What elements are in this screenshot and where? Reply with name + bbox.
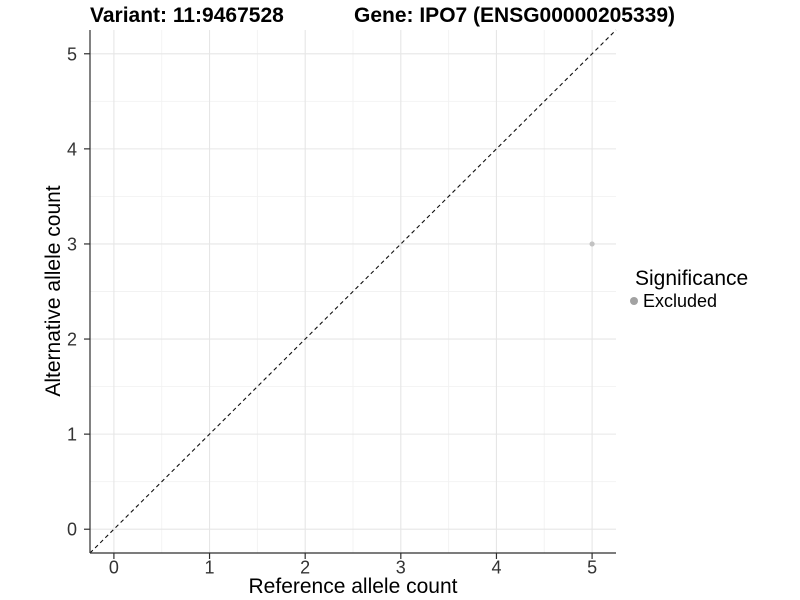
y-tick-label: 2 <box>67 330 77 350</box>
variant-title: Variant: 11:9467528 <box>90 4 284 27</box>
x-tick-label: 4 <box>491 558 501 578</box>
legend-item-excluded: Excluded <box>630 290 748 311</box>
legend-item-label: Excluded <box>643 290 718 311</box>
y-tick-label: 4 <box>67 139 77 159</box>
x-tick-label: 3 <box>396 558 406 578</box>
legend-title: Significance <box>635 267 749 290</box>
legend: Significance Excluded <box>630 267 749 311</box>
y-tick-label: 3 <box>67 234 77 254</box>
x-axis-title: Reference allele count <box>248 575 458 598</box>
identity-dashed-line <box>89 29 617 554</box>
x-tick-label: 1 <box>205 558 215 578</box>
y-tick-label: 1 <box>67 425 77 445</box>
y-tick-label: 5 <box>67 44 77 64</box>
data-point-excluded <box>589 241 595 247</box>
excluded-point-icon <box>630 297 638 305</box>
x-tick-label: 0 <box>109 558 119 578</box>
x-tick-label: 2 <box>300 558 310 578</box>
y-axis-title: Alternative allele count <box>42 185 65 397</box>
y-tick-label: 0 <box>67 520 77 540</box>
gene-title: Gene: IPO7 (ENSG00000205339) <box>354 4 676 27</box>
x-tick-label: 5 <box>587 558 597 578</box>
